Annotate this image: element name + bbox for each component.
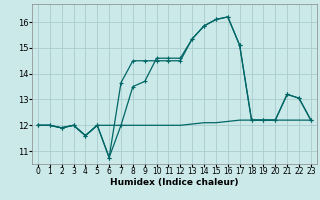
X-axis label: Humidex (Indice chaleur): Humidex (Indice chaleur) [110,178,239,187]
